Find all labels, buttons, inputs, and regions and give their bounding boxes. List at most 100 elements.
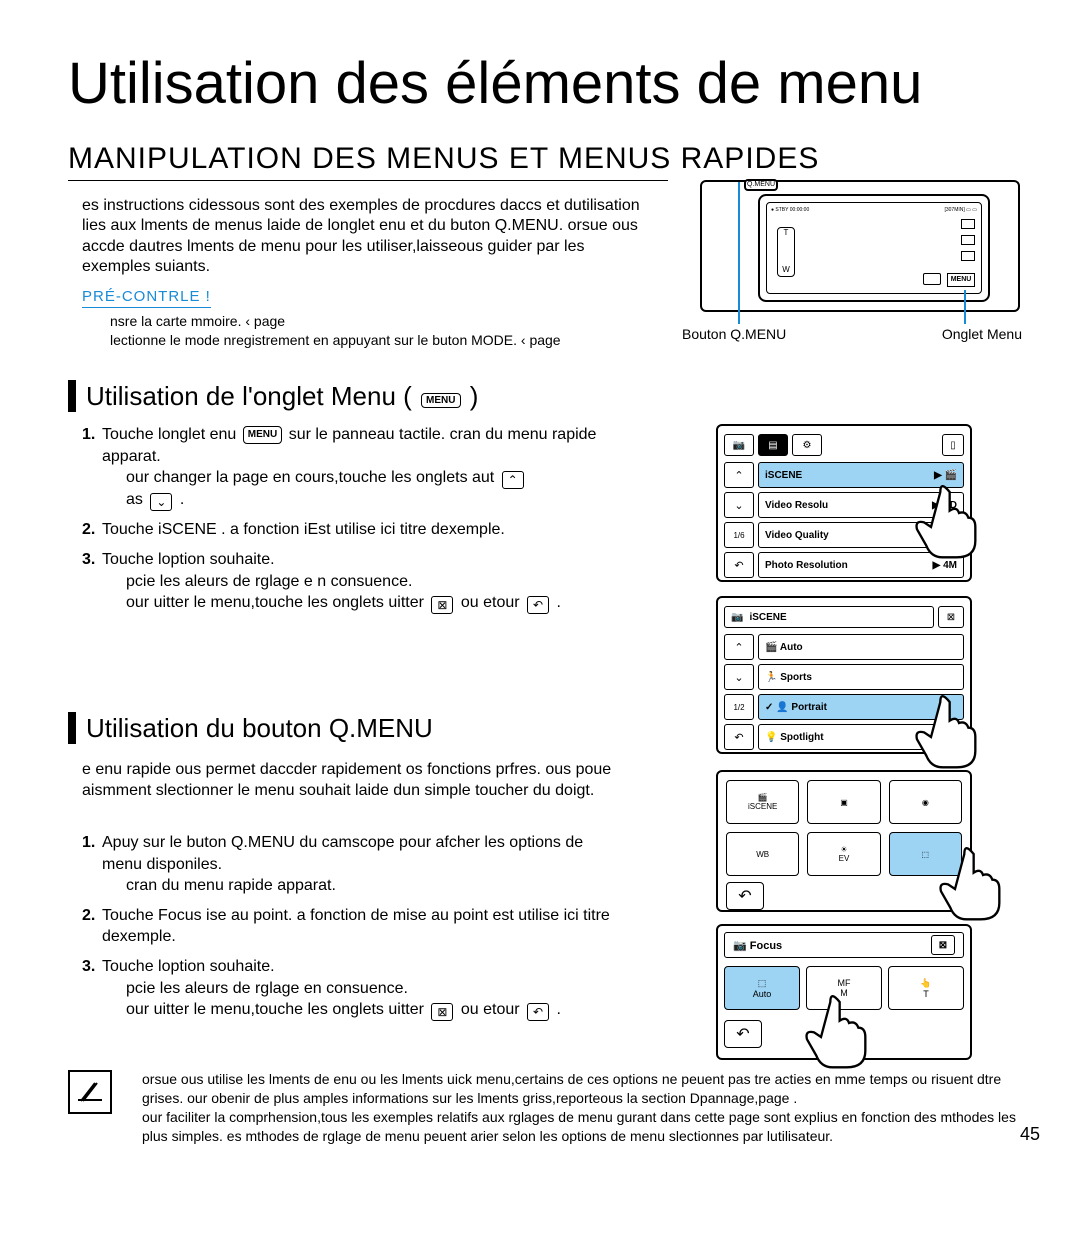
page-title: Utilisation des éléments de menu bbox=[68, 50, 922, 117]
menu-row: 🏃 Sports bbox=[758, 664, 964, 690]
page-indicator: 1/2 bbox=[724, 694, 754, 720]
close-icon: ⊠ bbox=[931, 935, 955, 955]
subheading-text: Utilisation du bouton Q.MENU bbox=[86, 713, 433, 744]
precontrol-list: nsre la carte mmoire. ‹ page lectionne l… bbox=[110, 312, 630, 350]
subheading-text: Utilisation de l'onglet Menu ( bbox=[86, 381, 412, 411]
down-icon: ⌄ bbox=[150, 493, 172, 511]
menu-row: 💡 Spotlight bbox=[758, 724, 964, 750]
menu-row: 🎬 Auto bbox=[758, 634, 964, 660]
label-qmenu: Bouton Q.MENU bbox=[682, 326, 786, 342]
menu-screen-list: 📷 ▤ ⚙ ▯ ⌃ ⌄ 1/6 ↶ iSCENE▶ 🎬 Video Resolu… bbox=[716, 424, 972, 582]
up-icon: ⌃ bbox=[724, 462, 754, 488]
up-icon: ⌃ bbox=[724, 634, 754, 660]
focus-title: Focus bbox=[750, 940, 782, 952]
sub-text: . bbox=[180, 491, 184, 508]
zoom-control: TW bbox=[777, 227, 795, 277]
step-num: 2. bbox=[82, 905, 95, 927]
return-icon: ↶ bbox=[724, 552, 754, 578]
list-item: 3. Touche loption souhaite. pcie les ale… bbox=[82, 549, 622, 614]
note-line: orsue ous utilise les lments de enu ou l… bbox=[130, 1070, 1028, 1108]
status-icon bbox=[961, 235, 975, 245]
step-num: 1. bbox=[82, 832, 95, 854]
camera-topbar: ● STBY 00:00:00[307MIN] ▭ ▭ bbox=[771, 207, 977, 217]
step-text: Touche iSCENE . a fonction iEst utilise … bbox=[102, 521, 505, 538]
battery-icon: ▯ bbox=[942, 434, 964, 456]
return-icon: ↶ bbox=[726, 882, 764, 910]
sub-text: our uitter le menu,touche les onglets ui… bbox=[126, 1001, 424, 1018]
list-item: 2. Touche iSCENE . a fonction iEst utili… bbox=[82, 519, 622, 541]
close-icon: ⊠ bbox=[431, 596, 453, 614]
precontrol-item: lectionne le mode nregistrement en appuy… bbox=[110, 331, 630, 350]
qmenu-cell: ◉ bbox=[889, 780, 962, 824]
menu-row: ✓ 👤 Portrait bbox=[758, 694, 964, 720]
precontrol-title: PRÉ-CONTRLE ! bbox=[82, 288, 211, 308]
section-title: MANIPULATION DES MENUS ET MENUS RAPIDES bbox=[68, 142, 819, 176]
camera-screen: ● STBY 00:00:00[307MIN] ▭ ▭ TW MENU bbox=[758, 194, 990, 302]
return-icon: ↶ bbox=[724, 724, 754, 750]
steps-menu-tab: 1. Touche longlet enu MENU sur le pannea… bbox=[82, 424, 622, 622]
sub-text: pcie les aleurs de rglage e n consuence. bbox=[102, 571, 622, 593]
close-icon: ⊠ bbox=[938, 606, 964, 628]
sub-text: ou etour bbox=[461, 594, 520, 611]
leader-line bbox=[738, 182, 740, 324]
play-icon bbox=[923, 273, 941, 285]
step-text: Apuy sur le buton Q.MENU du camscope pou… bbox=[102, 834, 583, 873]
qmenu-grid: 🎬iSCENE ▣ ◉ WB ☀EV ⬚ ↶ bbox=[716, 770, 972, 912]
step-num: 1. bbox=[82, 424, 95, 446]
sub-text: . bbox=[556, 594, 560, 611]
sub-text: our changer la page en cours,touche les … bbox=[126, 469, 494, 486]
qmenu-cell: 🎬iSCENE bbox=[726, 780, 799, 824]
down-icon: ⌄ bbox=[724, 664, 754, 690]
tab-icon: 📷 bbox=[724, 434, 754, 456]
tab-icon: ⚙ bbox=[792, 434, 822, 456]
sub-text: our uitter le menu,touche les onglets ui… bbox=[126, 594, 424, 611]
precontrol-item: nsre la carte mmoire. ‹ page bbox=[110, 312, 630, 331]
steps-qmenu: 1. Apuy sur le buton Q.MENU du camscope … bbox=[82, 832, 622, 1029]
note-icon bbox=[68, 1070, 112, 1114]
qmenu-cell: WB bbox=[726, 832, 799, 876]
menu-badge-icon: MENU bbox=[421, 393, 460, 408]
subheading-qmenu: Utilisation du bouton Q.MENU bbox=[68, 712, 433, 744]
menu-row: Video Quality▶ ☰ bbox=[758, 522, 964, 548]
sub-text: as bbox=[126, 491, 143, 508]
note-line: our faciliter la comprhension,tous les e… bbox=[130, 1108, 1028, 1146]
down-icon: ⌄ bbox=[724, 492, 754, 518]
return-icon: ↶ bbox=[527, 596, 549, 614]
subheading-menu-tab: Utilisation de l'onglet Menu ( MENU ) bbox=[68, 380, 478, 412]
step-text: Touche loption souhaite. bbox=[102, 958, 275, 975]
sub-text: . bbox=[556, 1001, 560, 1018]
menu-screen-iscene: 📷iSCENE ⊠ ⌃ ⌄ 1/2 ↶ 🎬 Auto 🏃 Sports ✓ 👤 … bbox=[716, 596, 972, 754]
list-item: 1. Touche longlet enu MENU sur le pannea… bbox=[82, 424, 622, 511]
focus-panel: 📷 Focus ⊠ ⬚Auto MFM 👆T ↶ bbox=[716, 924, 972, 1060]
list-item: 1. Apuy sur le buton Q.MENU du camscope … bbox=[82, 832, 622, 897]
sub-text: cran du menu rapide apparat. bbox=[102, 875, 622, 897]
menu-row: Photo Resolution▶ 4M bbox=[758, 552, 964, 578]
return-icon: ↶ bbox=[724, 1020, 762, 1048]
qmenu-button-label: Q.MENU bbox=[744, 179, 778, 191]
intro-text: es instructions cidessous sont des exemp… bbox=[82, 196, 642, 278]
menu-title: 📷iSCENE bbox=[724, 606, 934, 628]
menu-badge-icon: MENU bbox=[243, 426, 282, 444]
qmenu-cell: ▣ bbox=[807, 780, 880, 824]
camera-labels: Bouton Q.MENU Onglet Menu bbox=[682, 326, 1022, 342]
step-num: 3. bbox=[82, 549, 95, 571]
focus-cell: ⬚Auto bbox=[724, 966, 800, 1010]
list-item: 2. Touche Focus ise au point. a fonction… bbox=[82, 905, 622, 948]
subheading-bar bbox=[68, 712, 76, 744]
tab-icon: ▤ bbox=[758, 434, 788, 456]
menu-row: Video Resolu▶ HD bbox=[758, 492, 964, 518]
menu-row: iSCENE▶ 🎬 bbox=[758, 462, 964, 488]
qmenu-cell: ☀EV bbox=[807, 832, 880, 876]
page-number: 45 bbox=[1020, 1124, 1040, 1145]
qmenu-intro: e enu rapide ous permet daccder rapideme… bbox=[82, 760, 622, 802]
subheading-text: ) bbox=[470, 381, 479, 411]
step-text: Touche longlet enu bbox=[102, 426, 236, 443]
leader-line bbox=[964, 290, 966, 324]
step-num: 3. bbox=[82, 956, 95, 978]
menu-button: MENU bbox=[947, 273, 975, 287]
focus-cell: MFM bbox=[806, 966, 882, 1010]
focus-cell: 👆T bbox=[888, 966, 964, 1010]
list-item: 3. Touche loption souhaite. pcie les ale… bbox=[82, 956, 622, 1021]
up-icon: ⌃ bbox=[502, 471, 524, 489]
divider bbox=[68, 180, 668, 181]
